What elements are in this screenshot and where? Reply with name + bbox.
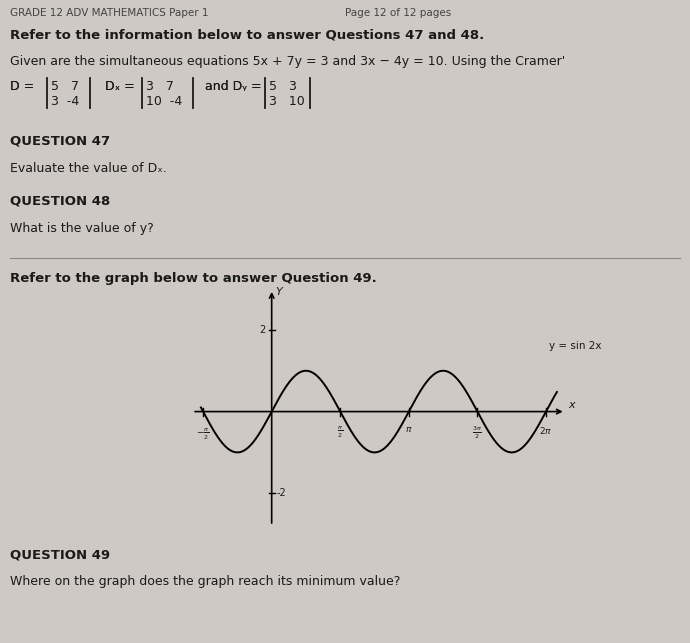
Text: GRADE 12 ADV MATHEMATICS Paper 1: GRADE 12 ADV MATHEMATICS Paper 1 [10,8,208,18]
Text: D =: D = [10,80,38,93]
Text: Given are the simultaneous equations 5x + 7y = 3 and 3x − 4y = 10. Using the Cra: Given are the simultaneous equations 5x … [10,55,565,68]
Text: y = sin 2x: y = sin 2x [549,341,602,351]
Text: QUESTION 47: QUESTION 47 [10,135,110,148]
Text: Dₓ =: Dₓ = [105,80,139,93]
Text: QUESTION 49: QUESTION 49 [10,548,110,561]
Text: 2: 2 [259,325,266,335]
Text: 3  -4: 3 -4 [51,95,79,108]
Text: QUESTION 48: QUESTION 48 [10,195,110,208]
Text: Y: Y [275,287,282,297]
Text: 5   3: 5 3 [269,80,297,93]
Text: $\pi$: $\pi$ [405,424,413,433]
Text: $2\pi$: $2\pi$ [540,424,553,436]
Text: 10  -4: 10 -4 [146,95,182,108]
Text: -2: -2 [276,488,286,498]
Text: D =: D = [10,80,38,93]
Text: Evaluate the value of Dₓ.: Evaluate the value of Dₓ. [10,162,167,175]
Text: 3   10: 3 10 [269,95,305,108]
Text: Page 12 of 12 pages: Page 12 of 12 pages [345,8,451,18]
Text: 5   7: 5 7 [51,80,79,93]
Text: Where on the graph does the graph reach its minimum value?: Where on the graph does the graph reach … [10,575,400,588]
Text: x: x [568,401,575,410]
Text: Refer to the information below to answer Questions 47 and 48.: Refer to the information below to answer… [10,28,484,41]
Text: $\frac{\pi}{2}$: $\frac{\pi}{2}$ [337,424,343,440]
Text: and Dᵧ =: and Dᵧ = [205,80,266,93]
Text: and Dᵧ =: and Dᵧ = [205,80,266,93]
Text: What is the value of y?: What is the value of y? [10,222,154,235]
Text: $-\frac{\pi}{2}$: $-\frac{\pi}{2}$ [197,427,210,442]
Text: $\frac{3\pi}{2}$: $\frac{3\pi}{2}$ [473,424,482,441]
Text: Refer to the graph below to answer Question 49.: Refer to the graph below to answer Quest… [10,272,377,285]
Text: 3   7: 3 7 [146,80,174,93]
Text: Dₓ =: Dₓ = [105,80,139,93]
